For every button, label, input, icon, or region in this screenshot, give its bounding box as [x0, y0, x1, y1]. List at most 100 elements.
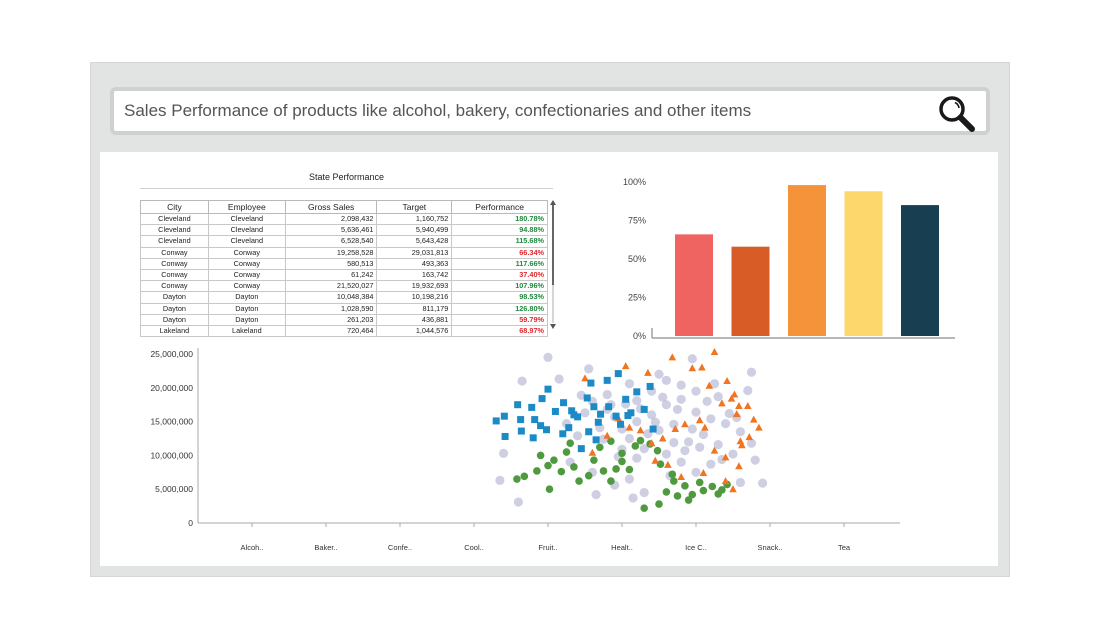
scatter-point-triangle[interactable]: [699, 468, 708, 476]
scatter-point-background[interactable]: [676, 394, 686, 404]
scatter-point-square[interactable]: [514, 401, 522, 409]
scatter-point-square[interactable]: [500, 412, 508, 420]
scatter-point-triangle[interactable]: [710, 446, 719, 454]
scatter-point-background[interactable]: [647, 410, 657, 420]
table-scrollbar[interactable]: [550, 200, 556, 330]
bar-5[interactable]: [901, 205, 939, 336]
scatter-point-square[interactable]: [559, 430, 567, 438]
scatter-point-square[interactable]: [544, 385, 552, 393]
scatter-point-square[interactable]: [492, 417, 500, 425]
scatter-point-background[interactable]: [517, 376, 527, 386]
scatter-point-background[interactable]: [724, 408, 734, 419]
scatter-point-circle[interactable]: [584, 471, 593, 480]
scatter-point-background[interactable]: [687, 424, 697, 434]
scatter-point-circle[interactable]: [544, 461, 552, 470]
scatter-point-background[interactable]: [632, 396, 642, 406]
scatter-point-circle[interactable]: [640, 504, 648, 512]
scatter-point-square[interactable]: [538, 395, 546, 403]
bar-4[interactable]: [844, 191, 883, 336]
scatter-point-circle[interactable]: [570, 463, 578, 471]
scatter-point-circle[interactable]: [681, 482, 689, 490]
scatter-point-square[interactable]: [617, 420, 625, 428]
scatter-point-triangle[interactable]: [718, 399, 726, 407]
scatter-point-background[interactable]: [580, 408, 590, 418]
magnifier-icon[interactable]: [936, 93, 976, 133]
scatter-point-square[interactable]: [605, 403, 613, 411]
scatter-point-background[interactable]: [691, 407, 701, 417]
scatter-point-background[interactable]: [513, 497, 523, 507]
scatter-point-triangle[interactable]: [581, 374, 589, 382]
scatter-point-background[interactable]: [624, 379, 634, 389]
column-header-performance[interactable]: Performance: [451, 200, 548, 214]
scatter-point-background[interactable]: [639, 444, 649, 454]
scatter-point-triangle[interactable]: [744, 402, 752, 410]
scatter-point-background[interactable]: [687, 354, 697, 364]
scatter-point-triangle[interactable]: [695, 416, 704, 424]
scatter-point-triangle[interactable]: [736, 437, 745, 445]
scatter-point-background[interactable]: [661, 400, 672, 410]
scatter-point-background[interactable]: [746, 367, 757, 377]
scatter-point-background[interactable]: [698, 429, 709, 440]
scatter-point-circle[interactable]: [655, 500, 663, 508]
scatter-point-background[interactable]: [672, 404, 683, 415]
column-header-gross-sales[interactable]: Gross Sales: [284, 200, 378, 214]
scatter-point-triangle[interactable]: [721, 453, 730, 461]
scatter-point-square[interactable]: [597, 410, 605, 418]
scatter-point-square[interactable]: [568, 407, 576, 415]
scatter-point-background[interactable]: [628, 493, 638, 503]
scatter-point-background[interactable]: [624, 474, 634, 484]
table-row[interactable]: Lakeland Lakeland 720,464 1,044,576 68.97%: [140, 324, 548, 338]
scatter-point-square[interactable]: [501, 432, 509, 440]
scatter-point-square[interactable]: [612, 412, 620, 420]
table-row[interactable]: Conway Conway 19,258,528 29,031,813 66.34%: [140, 246, 548, 259]
scatter-point-circle[interactable]: [562, 448, 571, 456]
scatter-point-square[interactable]: [587, 379, 595, 387]
scatter-point-background[interactable]: [576, 390, 586, 400]
scatter-point-background[interactable]: [735, 427, 746, 437]
table-row[interactable]: Dayton Dayton 10,048,384 10,198,216 98.53%: [140, 291, 548, 304]
scatter-point-triangle[interactable]: [745, 433, 754, 441]
scatter-point-triangle[interactable]: [677, 473, 685, 481]
scatter-point-triangle[interactable]: [625, 423, 634, 431]
scatter-point-background[interactable]: [658, 392, 668, 402]
scatter-point-circle[interactable]: [520, 472, 529, 481]
scatter-point-background[interactable]: [695, 442, 705, 452]
scatter-point-background[interactable]: [706, 459, 716, 469]
table-row[interactable]: Dayton Dayton 261,203 436,881 59.79%: [140, 313, 548, 326]
table-row[interactable]: Cleveland Cleveland 2,098,432 1,160,752 180.…: [140, 212, 548, 226]
scatter-point-triangle[interactable]: [603, 431, 611, 439]
scatter-point-triangle[interactable]: [705, 381, 714, 389]
scatter-point-circle[interactable]: [673, 492, 682, 500]
scatter-point-background[interactable]: [684, 437, 694, 447]
scatter-point-circle[interactable]: [557, 467, 566, 476]
scatter-point-background[interactable]: [709, 379, 720, 389]
scatter-point-background[interactable]: [713, 391, 723, 402]
scatter-point-background[interactable]: [728, 449, 738, 459]
scatter-point-circle[interactable]: [670, 477, 678, 485]
scatter-point-square[interactable]: [531, 416, 539, 424]
scatter-point-triangle[interactable]: [688, 364, 697, 372]
table-row[interactable]: Conway Conway 21,520,027 19,932,693 107.96%: [140, 280, 548, 293]
scatter-point-square[interactable]: [537, 422, 545, 430]
scatter-point-triangle[interactable]: [723, 377, 731, 385]
scatter-point-triangle[interactable]: [701, 423, 709, 431]
scatter-point-triangle[interactable]: [710, 347, 719, 355]
scatter-point-background[interactable]: [706, 414, 716, 424]
scatter-point-background[interactable]: [654, 425, 664, 435]
scatter-point-triangle[interactable]: [735, 462, 743, 470]
scatter-point-square[interactable]: [649, 425, 657, 433]
scatter-point-circle[interactable]: [596, 443, 604, 452]
scatter-point-background[interactable]: [661, 375, 672, 385]
scatter-point-background[interactable]: [650, 417, 660, 427]
scatter-point-circle[interactable]: [653, 446, 662, 455]
table-row[interactable]: Cleveland Cleveland 5,636,461 5,940,499 94.8…: [140, 224, 548, 237]
scatter-point-square[interactable]: [543, 426, 551, 434]
scatter-point-circle[interactable]: [533, 467, 541, 475]
scatter-point-triangle[interactable]: [668, 353, 677, 361]
scatter-point-square[interactable]: [646, 382, 654, 390]
scatter-point-square[interactable]: [529, 434, 537, 442]
scatter-point-triangle[interactable]: [664, 460, 672, 468]
scatter-point-background[interactable]: [591, 490, 601, 500]
column-header-target[interactable]: Target: [376, 200, 453, 214]
scatter-point-triangle[interactable]: [738, 441, 746, 449]
